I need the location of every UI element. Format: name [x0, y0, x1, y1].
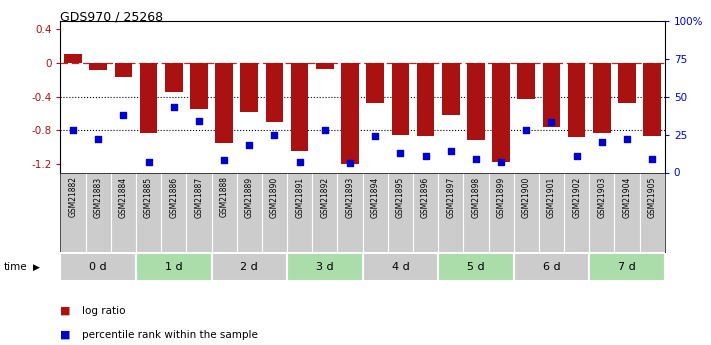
Bar — [212, 253, 287, 282]
Point — [496, 159, 507, 165]
Text: GSM21884: GSM21884 — [119, 177, 128, 218]
Point — [646, 156, 658, 161]
Bar — [291, 63, 309, 151]
Bar — [287, 253, 363, 282]
Bar — [442, 63, 459, 115]
Text: GSM21898: GSM21898 — [471, 177, 481, 218]
Text: ▶: ▶ — [33, 263, 40, 272]
Point — [92, 136, 104, 142]
Text: GSM21886: GSM21886 — [169, 177, 178, 218]
Point — [420, 153, 432, 159]
Text: GSM21894: GSM21894 — [370, 177, 380, 218]
Bar — [341, 63, 359, 164]
Point — [118, 112, 129, 118]
Bar — [438, 253, 514, 282]
Text: GSM21895: GSM21895 — [396, 177, 405, 218]
Text: 0 d: 0 d — [90, 263, 107, 272]
Bar — [64, 55, 82, 63]
Text: GSM21885: GSM21885 — [144, 177, 153, 218]
Point — [218, 158, 230, 163]
Text: 2 d: 2 d — [240, 263, 258, 272]
Text: 3 d: 3 d — [316, 263, 333, 272]
Text: log ratio: log ratio — [82, 306, 125, 315]
Text: 1 d: 1 d — [165, 263, 183, 272]
Bar — [366, 63, 384, 104]
Point — [193, 118, 205, 124]
Bar — [215, 63, 233, 143]
Text: time: time — [4, 263, 27, 272]
Point — [370, 133, 381, 139]
Point — [143, 159, 154, 165]
Point — [319, 127, 331, 133]
Bar — [60, 253, 136, 282]
Point — [244, 142, 255, 148]
Point — [546, 120, 557, 125]
Bar — [589, 253, 665, 282]
Text: GSM21900: GSM21900 — [522, 177, 531, 218]
Text: GSM21882: GSM21882 — [68, 177, 77, 217]
Text: GSM21893: GSM21893 — [346, 177, 355, 218]
Text: 5 d: 5 d — [467, 263, 485, 272]
Bar — [136, 253, 212, 282]
Bar — [643, 63, 661, 136]
Point — [621, 136, 633, 142]
Point — [520, 127, 532, 133]
Text: GSM21897: GSM21897 — [447, 177, 455, 218]
Text: GSM21892: GSM21892 — [321, 177, 329, 218]
Bar — [568, 63, 585, 137]
Bar — [392, 63, 410, 135]
Text: GSM21887: GSM21887 — [194, 177, 203, 218]
Text: GSM21888: GSM21888 — [220, 177, 229, 217]
Bar — [467, 63, 485, 140]
Bar — [542, 63, 560, 127]
Text: GDS970 / 25268: GDS970 / 25268 — [60, 10, 164, 23]
Text: 7 d: 7 d — [618, 263, 636, 272]
Text: GSM21891: GSM21891 — [295, 177, 304, 218]
Bar — [492, 63, 510, 162]
Point — [294, 159, 305, 165]
Text: 4 d: 4 d — [392, 263, 410, 272]
Point — [344, 161, 356, 166]
Point — [168, 105, 179, 110]
Bar — [363, 253, 438, 282]
Text: 6 d: 6 d — [542, 263, 560, 272]
Bar — [140, 63, 157, 133]
Text: GSM21905: GSM21905 — [648, 177, 657, 218]
Bar — [514, 253, 589, 282]
Text: GSM21899: GSM21899 — [496, 177, 506, 218]
Bar — [114, 63, 132, 77]
Point — [445, 148, 456, 154]
Bar — [618, 63, 636, 104]
Text: GSM21903: GSM21903 — [597, 177, 606, 218]
Text: GSM21901: GSM21901 — [547, 177, 556, 218]
Text: ■: ■ — [60, 330, 71, 339]
Bar — [518, 63, 535, 99]
Text: GSM21883: GSM21883 — [94, 177, 102, 218]
Bar — [190, 63, 208, 109]
Point — [596, 139, 607, 145]
Bar — [417, 63, 434, 136]
Point — [470, 156, 481, 161]
Point — [269, 132, 280, 137]
Text: ■: ■ — [60, 306, 71, 315]
Bar — [266, 63, 283, 122]
Bar — [316, 63, 333, 69]
Bar — [240, 63, 258, 112]
Text: GSM21902: GSM21902 — [572, 177, 581, 218]
Bar — [593, 63, 611, 133]
Text: percentile rank within the sample: percentile rank within the sample — [82, 330, 257, 339]
Text: GSM21890: GSM21890 — [270, 177, 279, 218]
Text: GSM21889: GSM21889 — [245, 177, 254, 218]
Bar — [90, 63, 107, 70]
Point — [68, 127, 79, 133]
Text: GSM21904: GSM21904 — [623, 177, 631, 218]
Bar — [165, 63, 183, 92]
Text: GSM21896: GSM21896 — [421, 177, 430, 218]
Point — [395, 150, 406, 156]
Point — [571, 153, 582, 159]
